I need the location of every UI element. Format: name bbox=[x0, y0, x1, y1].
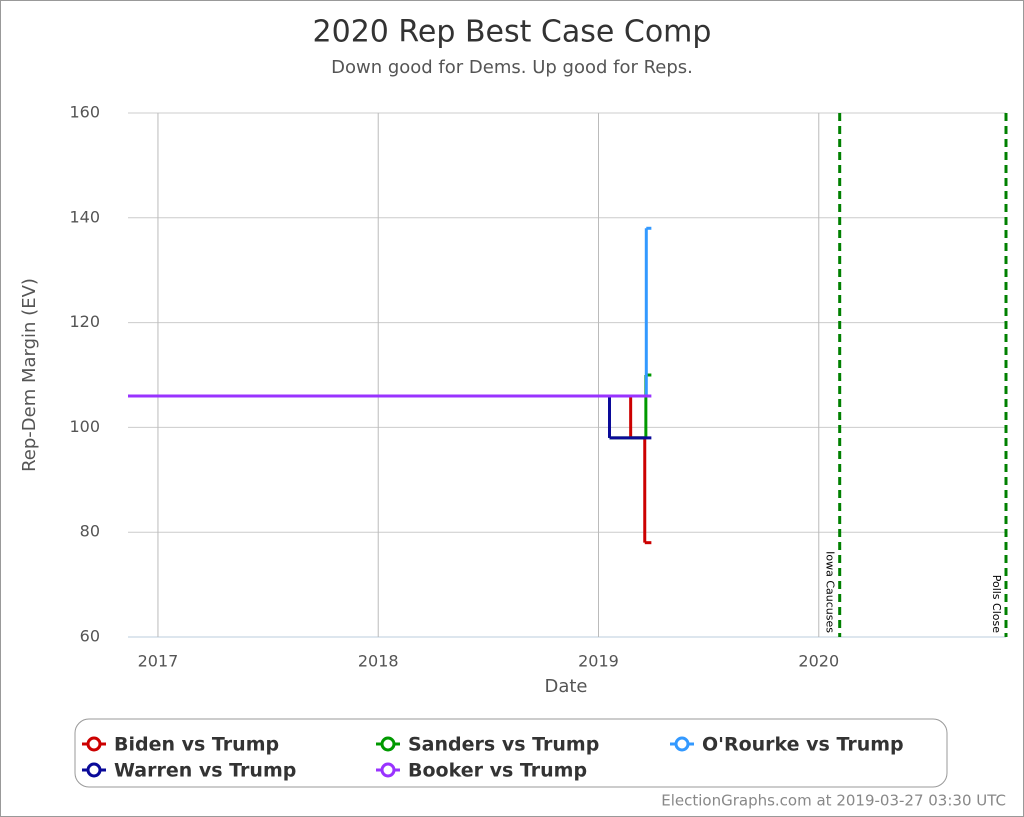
legend-label: Booker vs Trump bbox=[408, 760, 587, 782]
chart-subtitle: Down good for Dems. Up good for Reps. bbox=[331, 57, 693, 78]
legend-marker bbox=[86, 736, 102, 752]
y-tick-label: 120 bbox=[69, 312, 100, 331]
legend-marker bbox=[380, 736, 396, 752]
credit: ElectionGraphs.com at 2019-03-27 03:30 U… bbox=[661, 792, 1006, 810]
y-tick-label: 80 bbox=[80, 522, 100, 541]
legend-marker bbox=[86, 762, 102, 778]
legend-label: Sanders vs Trump bbox=[408, 734, 599, 756]
legend-marker bbox=[674, 736, 690, 752]
legend-marker bbox=[380, 762, 396, 778]
y-axis-label: Rep-Dem Margin (EV) bbox=[19, 278, 40, 472]
legend-label: Warren vs Trump bbox=[114, 760, 296, 782]
legend-label: O'Rourke vs Trump bbox=[702, 734, 904, 756]
event-label: Polls Close bbox=[990, 575, 1003, 634]
x-tick-label: 2018 bbox=[358, 652, 399, 671]
x-tick-label: 2020 bbox=[798, 652, 839, 671]
y-tick-label: 60 bbox=[80, 627, 100, 646]
legend-label: Biden vs Trump bbox=[114, 734, 279, 756]
x-tick-label: 2019 bbox=[578, 652, 619, 671]
legend-box bbox=[74, 718, 948, 788]
event-label: Iowa Caucuses bbox=[824, 551, 837, 633]
y-tick-label: 160 bbox=[69, 103, 100, 122]
x-tick-label: 2017 bbox=[138, 652, 179, 671]
y-tick-label: 140 bbox=[69, 207, 100, 226]
chart-title: 2020 Rep Best Case Comp bbox=[313, 15, 712, 50]
y-tick-label: 100 bbox=[69, 417, 100, 436]
x-axis-label: Date bbox=[544, 676, 587, 697]
